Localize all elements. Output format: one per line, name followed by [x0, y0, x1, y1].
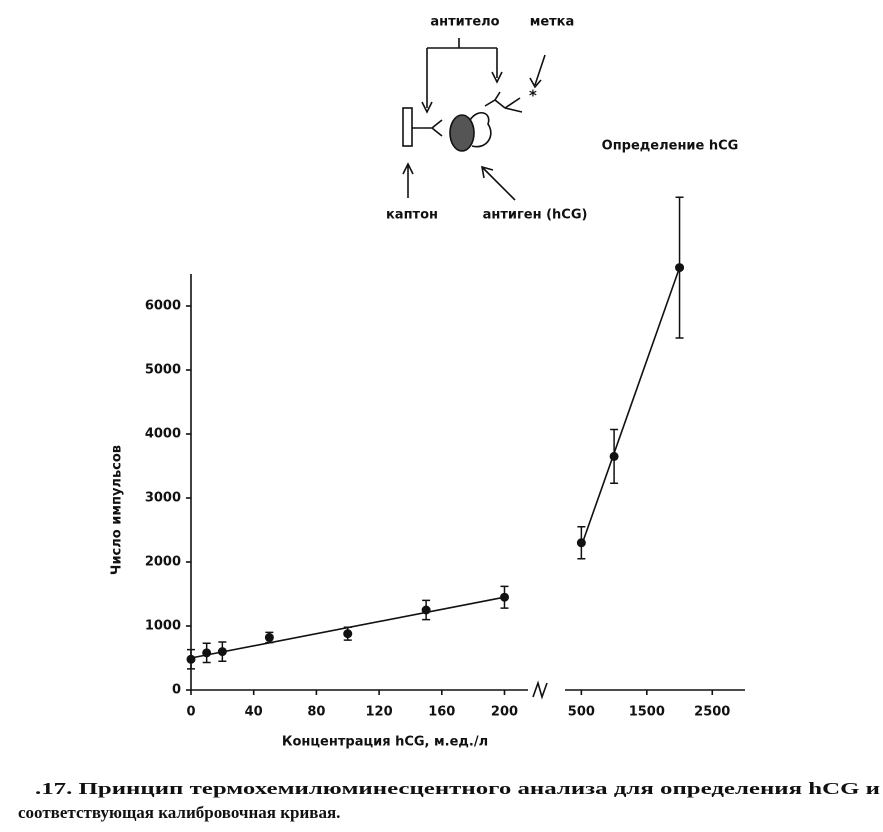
- point: [421, 605, 431, 615]
- x-tick-label: 120: [366, 705, 393, 720]
- point: [576, 538, 586, 548]
- arrow-heads: [421, 71, 503, 114]
- x-tick-label: 160: [428, 705, 455, 720]
- point: [186, 654, 196, 664]
- y-tick-label: 5000: [145, 363, 181, 378]
- point: [675, 263, 685, 273]
- point: [499, 592, 509, 602]
- diagram-label: каптон: [386, 208, 438, 223]
- caption: .17. Принцип термохемилюминесцентного ан…: [35, 779, 880, 798]
- support-plate: [402, 107, 413, 147]
- x-axis-label: Концентрация hCG, м.ед./л: [282, 735, 488, 750]
- x-tick-label: 0: [186, 705, 195, 720]
- point: [343, 629, 353, 639]
- y-tick-label: 0: [172, 683, 181, 698]
- point: [264, 633, 274, 643]
- x-tick-label: 80: [307, 705, 325, 720]
- y-tick-label: 2000: [145, 555, 181, 570]
- x-tick-label: 200: [491, 705, 518, 720]
- diagram: [402, 38, 546, 201]
- point: [609, 451, 619, 461]
- diagram-label: антитело: [430, 15, 499, 30]
- y-tick-label: 1000: [145, 619, 181, 634]
- antigen: [449, 114, 475, 152]
- diagram-label: антиген (hCG): [483, 208, 588, 223]
- arrow: [480, 165, 516, 201]
- diagram-label: метка: [530, 15, 575, 30]
- x-tick-label: 2500: [694, 705, 730, 720]
- y-tick-label: 6000: [145, 299, 181, 314]
- y-tick-label: 3000: [145, 491, 181, 506]
- arrow: [402, 162, 414, 198]
- arrow: [529, 54, 546, 89]
- y-axis-label: Число импульсов: [110, 445, 125, 575]
- caption: соответствующая калибровочная кривая.: [18, 803, 340, 822]
- fit-line: [580, 267, 681, 547]
- antigen-outline: [469, 112, 492, 148]
- label-antibody: [484, 91, 523, 113]
- point: [202, 648, 212, 658]
- star: *: [529, 87, 537, 105]
- point: [217, 647, 227, 657]
- y-tick-label: 4000: [145, 427, 181, 442]
- x-tick-label: 500: [568, 705, 595, 720]
- axis-break: [532, 680, 548, 700]
- x-tick-label: 40: [245, 705, 263, 720]
- x-tick-label: 1500: [629, 705, 665, 720]
- annotation: Определение hCG: [602, 139, 739, 154]
- bracket: [426, 38, 498, 108]
- capture-antibody: [412, 119, 443, 137]
